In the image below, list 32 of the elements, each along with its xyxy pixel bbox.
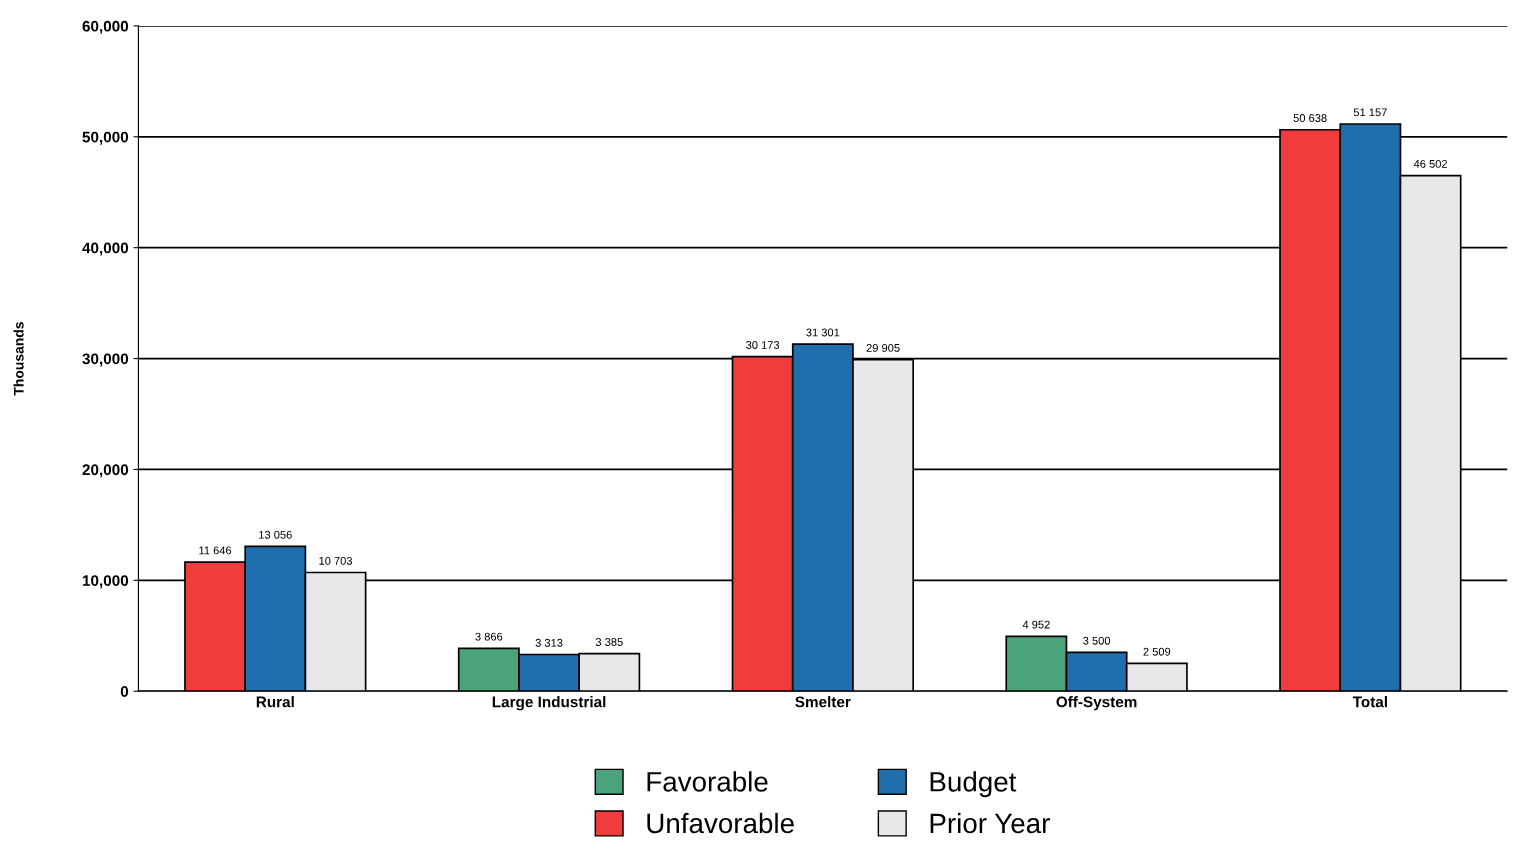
- data-label: 10 703: [319, 556, 353, 565]
- x-tick-label: Smelter: [795, 696, 851, 708]
- data-label: 4 952: [1022, 620, 1050, 629]
- data-label: 3 313: [535, 638, 563, 647]
- y-tick-label: 20,000: [82, 464, 129, 478]
- data-label: 11 646: [199, 546, 232, 555]
- x-tick-label: Large Industrial: [492, 696, 606, 711]
- y-axis-title: Thousands: [13, 322, 24, 396]
- data-label: 3 385: [595, 638, 623, 646]
- data-label: 3 866: [475, 632, 503, 641]
- data-label: 50 638: [1293, 114, 1327, 122]
- y-tick-label: 60,000: [82, 20, 129, 34]
- data-label: 2 509: [1143, 647, 1171, 656]
- data-label: 46 502: [1413, 159, 1448, 168]
- x-tick-label: Off-System: [1056, 696, 1137, 711]
- legend-label: Favorable: [647, 771, 768, 792]
- data-label: 13 056: [259, 530, 292, 539]
- legend-label: Budget: [930, 771, 1017, 798]
- data-label: 31 301: [806, 328, 840, 337]
- x-tick-label: Rural: [256, 696, 294, 708]
- y-tick-label: 10,000: [82, 575, 129, 589]
- data-label: 29 905: [866, 343, 900, 352]
- y-tick-label: 0: [120, 686, 129, 697]
- legend-label: Unfavorable: [647, 812, 794, 834]
- x-tick-label: Total: [1352, 696, 1387, 708]
- y-tick-label: 50,000: [82, 131, 129, 145]
- y-tick-label: 30,000: [82, 353, 129, 367]
- data-label: 30 173: [746, 341, 780, 349]
- legend-label: Prior Year: [930, 812, 1050, 834]
- y-tick-label: 40,000: [82, 242, 129, 256]
- data-label: 51 157: [1353, 108, 1387, 117]
- data-label: 3 500: [1083, 636, 1111, 645]
